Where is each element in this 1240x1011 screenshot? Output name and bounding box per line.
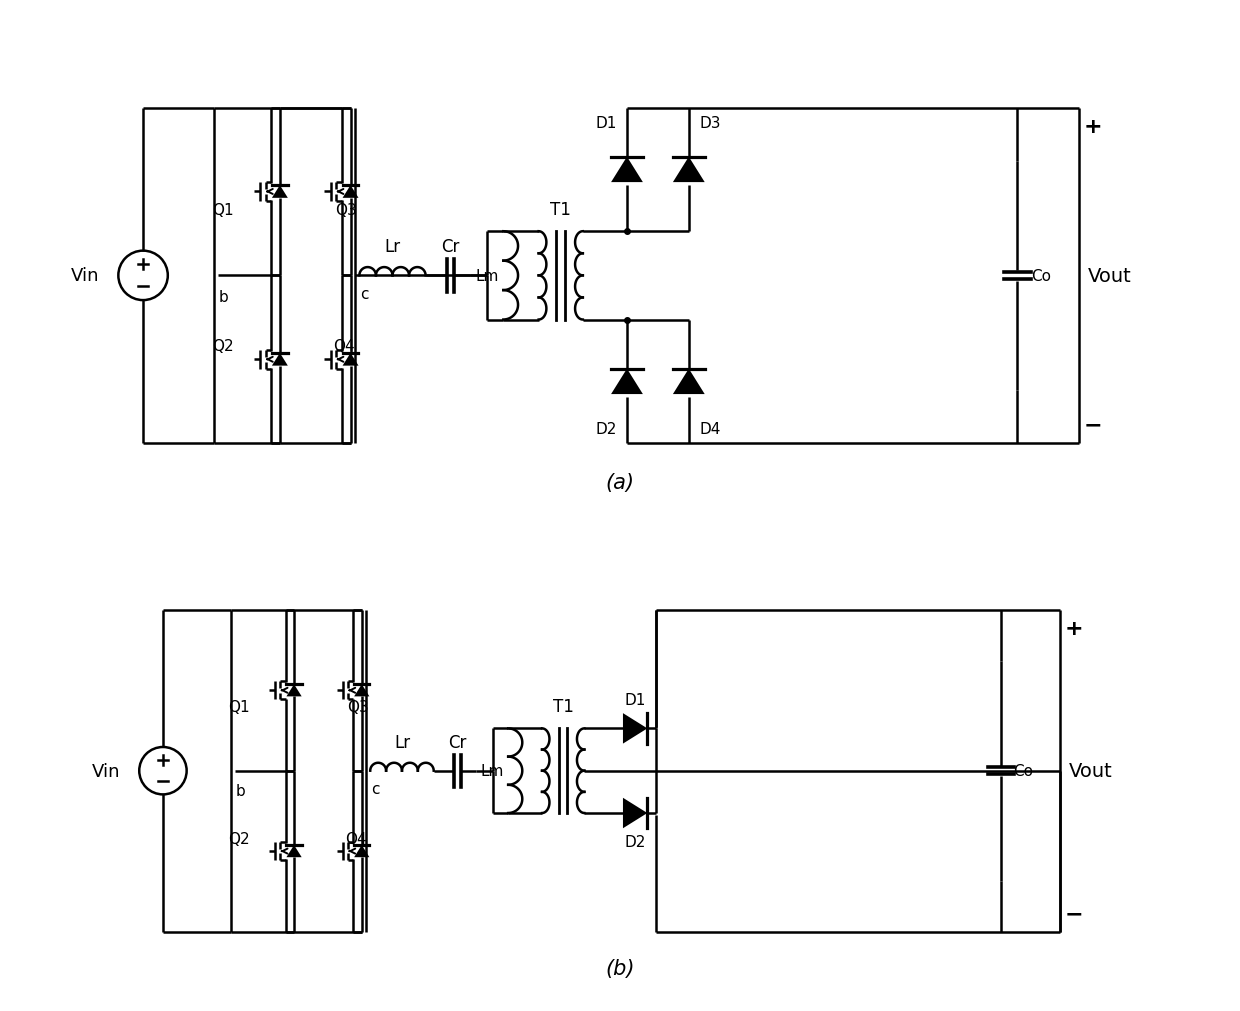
- Polygon shape: [286, 845, 301, 857]
- Text: (b): (b): [605, 958, 635, 978]
- Text: Q3: Q3: [335, 202, 357, 217]
- Polygon shape: [673, 369, 704, 394]
- Polygon shape: [342, 354, 358, 366]
- Text: b: b: [236, 784, 246, 799]
- Text: D2: D2: [625, 834, 646, 849]
- Polygon shape: [622, 798, 647, 828]
- Text: Q3: Q3: [347, 700, 368, 715]
- Text: Vin: Vin: [92, 762, 120, 779]
- Polygon shape: [673, 158, 704, 183]
- Text: Lr: Lr: [394, 733, 410, 751]
- Text: Co: Co: [1013, 763, 1034, 778]
- Text: D1: D1: [625, 693, 646, 708]
- Polygon shape: [355, 845, 370, 857]
- Polygon shape: [342, 186, 358, 198]
- Text: Lm: Lm: [475, 269, 498, 284]
- Text: Vout: Vout: [1087, 267, 1132, 285]
- Text: Cr: Cr: [448, 733, 466, 751]
- Text: D1: D1: [595, 115, 616, 130]
- Text: Vin: Vin: [71, 267, 99, 285]
- Polygon shape: [272, 354, 288, 366]
- Text: −: −: [1064, 903, 1083, 923]
- Text: +: +: [1064, 619, 1083, 639]
- Text: D3: D3: [699, 115, 720, 130]
- Text: Q1: Q1: [212, 202, 233, 217]
- Text: −: −: [1084, 415, 1102, 435]
- Text: Q2: Q2: [228, 831, 250, 846]
- Text: D2: D2: [595, 422, 616, 437]
- Text: D4: D4: [699, 422, 720, 437]
- Text: Q4: Q4: [345, 831, 367, 846]
- Text: Q2: Q2: [212, 339, 233, 354]
- Text: Cr: Cr: [441, 238, 460, 256]
- Polygon shape: [355, 684, 370, 697]
- Text: T1: T1: [553, 698, 574, 716]
- Text: +: +: [1084, 117, 1102, 137]
- Text: Lr: Lr: [384, 238, 401, 256]
- Text: (a): (a): [605, 472, 635, 492]
- Polygon shape: [622, 714, 647, 744]
- Polygon shape: [286, 684, 301, 697]
- Text: b: b: [219, 289, 228, 304]
- Text: c: c: [361, 287, 368, 301]
- Text: Co: Co: [1030, 269, 1050, 284]
- Text: T1: T1: [551, 200, 572, 218]
- Polygon shape: [272, 186, 288, 198]
- Text: Q1: Q1: [228, 700, 250, 715]
- Polygon shape: [611, 158, 642, 183]
- Text: Q4: Q4: [334, 339, 355, 354]
- Text: c: c: [371, 782, 379, 796]
- Text: Lm: Lm: [481, 763, 503, 778]
- Polygon shape: [611, 369, 642, 394]
- Text: Vout: Vout: [1069, 761, 1112, 780]
